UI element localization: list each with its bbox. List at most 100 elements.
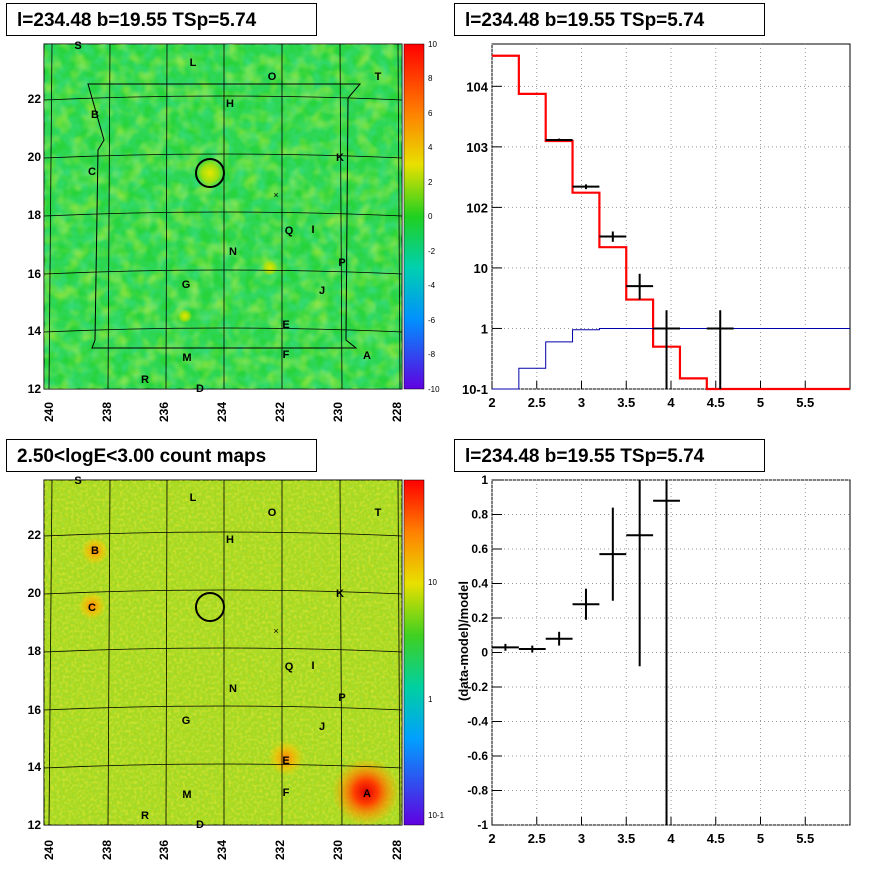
cross-marker: × [273, 626, 278, 636]
x-tick-label: 234 [215, 840, 229, 860]
source-label: A [363, 350, 371, 362]
y-tick-label: 10-1 [462, 382, 488, 397]
y-tick-label: 16 [28, 703, 42, 717]
x-tick-label: 4 [667, 395, 675, 410]
x-tick-label: 228 [390, 840, 404, 860]
source-label: K [336, 152, 344, 164]
x-axis-ticks: 240 238 236 234 232 230 228 [42, 840, 404, 860]
x-tick-label: 3 [578, 831, 585, 846]
x-tick-label: 5 [757, 395, 764, 410]
colorbar-tick: -10 [428, 385, 440, 394]
residuals-x-ticks: 2 2.5 3 3.5 4 4.5 5 5.5 [488, 831, 814, 846]
x-tick-label: 5 [757, 831, 764, 846]
residuals-y-ticks: -1 -0.8 -0.6 -0.4 -0.2 0 0.2 0.4 0.6 0.8… [467, 473, 488, 832]
source-labels: S L O T H B K C Q I N P G J E M F A R D [74, 40, 381, 395]
x-tick-label: 4.5 [707, 395, 725, 410]
source-label: R [141, 810, 149, 822]
source-label: G [182, 279, 191, 291]
x-tick-label: 5.5 [796, 395, 814, 410]
colorbar-tick: 0 [428, 212, 433, 221]
source-label: S [74, 475, 81, 487]
source-label: B [91, 109, 99, 121]
y-tick-label: 12 [28, 382, 42, 396]
spectrum-y-ticks: 10-1 1 10 102 103 104 [462, 79, 489, 397]
colorbar-tick: 8 [428, 74, 433, 83]
y-tick-label: 22 [28, 528, 42, 542]
y-tick-label: -0.8 [467, 784, 488, 798]
countmap-grid [43, 479, 403, 826]
source-label: K [336, 588, 344, 600]
residuals-plot: 2 2.5 3 3.5 4 4.5 5 5.5 -1 -0.8 -0.6 -0.… [456, 473, 851, 846]
colorbar-tick: -6 [428, 316, 436, 325]
colorbar-tick: -4 [428, 281, 436, 290]
y-tick-label: 14 [28, 324, 42, 338]
x-tick-label: 3.5 [617, 395, 635, 410]
countmap-colorbar-ticks: 10 1 10-1 [428, 578, 445, 820]
x-tick-label: 3 [578, 395, 585, 410]
y-tick-label: 10 [474, 261, 488, 276]
x-tick-label: 238 [100, 840, 114, 860]
spectrum-series [492, 54, 850, 391]
tsmap-colorbar [403, 43, 425, 390]
source-label: L [190, 57, 197, 69]
y-tick-label: 22 [28, 92, 42, 106]
x-tick-label: 230 [331, 402, 345, 422]
source-label: J [319, 285, 325, 297]
y-tick-label: 0.6 [471, 542, 488, 556]
tsmap-title: l=234.48 b=19.55 TSp=5.74 [6, 3, 317, 36]
y-tick-label: 1 [481, 473, 488, 487]
y-tick-label: -0.6 [467, 749, 488, 763]
y-tick-label: 20 [28, 150, 42, 164]
residuals-title: l=234.48 b=19.55 TSp=5.74 [454, 439, 765, 472]
source-label: B [91, 545, 99, 557]
x-tick-label: 240 [42, 402, 56, 422]
colorbar-tick: 6 [428, 109, 433, 118]
source-label: O [268, 71, 277, 83]
y-tick-label: 0.2 [471, 611, 488, 625]
residuals-points [492, 480, 680, 825]
spectrum-title: l=234.48 b=19.55 TSp=5.74 [454, 3, 765, 36]
source-label: P [338, 692, 345, 704]
x-tick-label: 230 [331, 840, 345, 860]
x-tick-label: 234 [215, 402, 229, 422]
source-label: F [283, 787, 290, 799]
y-tick-label: 0.8 [471, 508, 488, 522]
source-circle [195, 158, 225, 188]
source-label: L [190, 492, 197, 504]
y-tick-label: 102 [466, 200, 488, 215]
y-tick-label: 0.4 [471, 577, 488, 591]
y-tick-label: 12 [28, 818, 42, 832]
spectrum-step-component [492, 327, 850, 390]
source-label: I [311, 660, 314, 672]
source-label: C [88, 166, 96, 178]
countmap-panel: × S L O T H B K C Q I N P G J E M F A R … [28, 475, 445, 860]
colorbar-tick: -2 [428, 247, 436, 256]
x-tick-label: 3.5 [617, 831, 635, 846]
spectrum-x-ticks: 2 2.5 3 3.5 4 4.5 5 5.5 [488, 395, 814, 410]
countmap-colorbar [403, 479, 425, 826]
y-tick-label: 20 [28, 586, 42, 600]
y-tick-label: 1 [481, 321, 488, 336]
source-label: D [196, 383, 204, 395]
source-label: I [311, 224, 314, 236]
x-tick-label: 236 [157, 402, 171, 422]
y-tick-label: 103 [466, 140, 488, 155]
y-tick-label: -1 [477, 818, 488, 832]
y-tick-label: 18 [28, 208, 42, 222]
colorbar-tick: 10-1 [428, 811, 445, 820]
source-label: Q [285, 225, 294, 237]
source-label: Q [285, 661, 294, 673]
source-label: E [282, 319, 289, 331]
spectrum-plot: 2 2.5 3 3.5 4 4.5 5 5.5 10-1 1 10 102 10… [462, 43, 851, 410]
colorbar-tick: 4 [428, 143, 433, 152]
y-tick-label: 18 [28, 644, 42, 658]
y-tick-label: 14 [28, 760, 42, 774]
source-labels: S L O T H B K C Q I N P G J E M F A R D [74, 475, 381, 831]
y-tick-label: 104 [466, 79, 488, 94]
x-tick-label: 232 [273, 840, 287, 860]
x-tick-label: 228 [390, 402, 404, 422]
colorbar-tick: 10 [428, 40, 437, 49]
spectrum-grid [491, 44, 850, 390]
tsmap-panel: × S L O T H B K C Q I N P G J E M F A R … [28, 40, 440, 422]
x-tick-label: 4 [667, 831, 675, 846]
